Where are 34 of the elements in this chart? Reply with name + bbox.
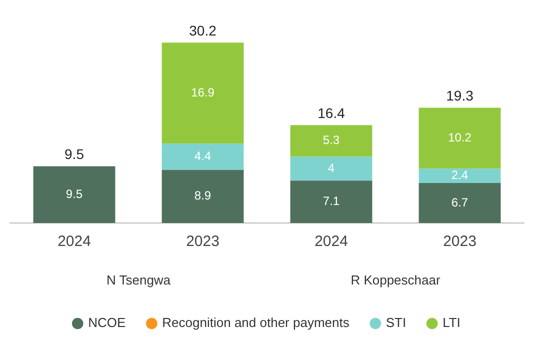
total-label: 30.2 [189,22,217,39]
data-label: 4.4 [194,149,212,164]
data-label: 10.2 [448,130,472,145]
bar [418,108,501,169]
legend-label: STI [386,315,406,330]
legend-label: Recognition and other payments [162,315,350,330]
bar [162,42,244,144]
bar [162,144,244,170]
text: N Tsengwa [106,272,172,288]
bar [290,125,372,157]
data-label: 9.5 [66,186,83,201]
x-tick-label: 2024 [58,233,91,250]
bar [162,170,244,223]
data-label: 2.4 [451,168,468,182]
bar [33,166,116,223]
bar [290,156,372,181]
total-label: 9.5 [64,146,84,162]
data-label: 16.9 [191,85,215,100]
total-label: 16.4 [318,104,346,121]
bar [290,180,372,223]
text: R Koppeschaar [350,272,441,288]
total-label: 19.3 [446,88,474,104]
data-label: 4 [328,160,335,175]
data-label: 7.1 [322,194,340,208]
x-tick-label: 2023 [186,233,220,250]
legend-label: LTI [442,315,460,330]
bar [418,182,501,223]
x-tick-label: 2023 [443,233,476,250]
bar [418,168,501,183]
data-label: 5.3 [322,133,340,148]
x-tick-label: 2024 [314,233,348,250]
legend-label: NCOE [88,315,126,330]
data-label: 6.7 [451,195,468,210]
data-label: 8.9 [194,188,212,203]
